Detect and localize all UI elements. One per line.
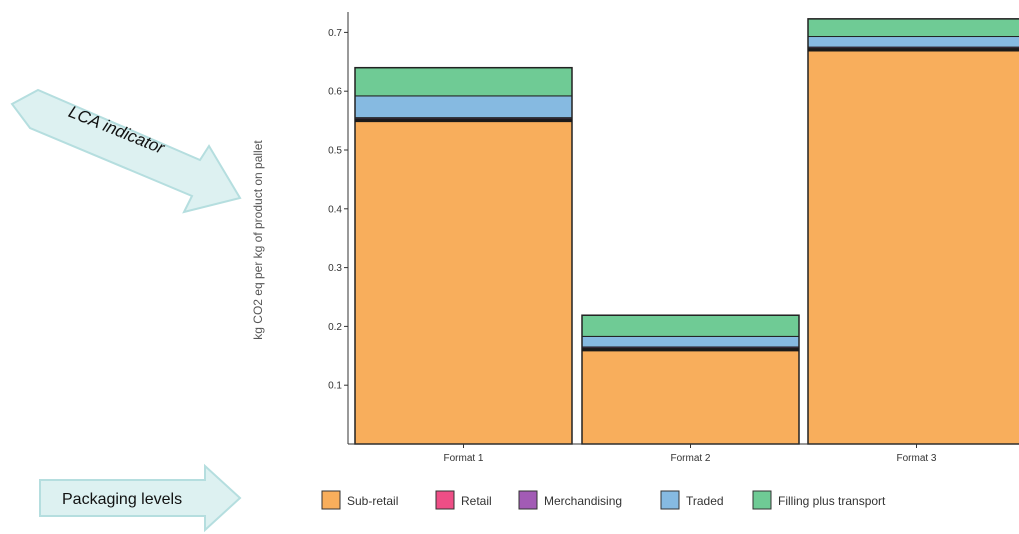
legend-label-traded: Traded <box>686 494 724 508</box>
packaging-levels-label: Packaging levels <box>62 491 182 508</box>
bar-segment-sub-retail-3 <box>807 49 1019 445</box>
bar-segment-sub-retail-2 <box>581 349 800 445</box>
legend-label-retail: Retail <box>461 494 492 508</box>
arrow-shape-packaging <box>39 463 242 533</box>
legend-label-merchandising: Merchandising <box>544 494 622 508</box>
y-tick-label-3: 0.3 <box>328 263 342 274</box>
legend-label-filling-plus-transport: Filling plus transport <box>778 494 886 508</box>
y-tick-label-7: 0.7 <box>328 28 342 39</box>
x-tick-label-1: Format 1 <box>443 453 483 464</box>
y-tick-label-6: 0.6 <box>328 87 342 98</box>
bar-segment-traded-2 <box>581 335 800 348</box>
x-tick-label-3: Format 3 <box>896 453 936 464</box>
bar-segment-filling-plus-transport-3 <box>807 18 1019 38</box>
y-tick-label-5: 0.5 <box>328 146 342 157</box>
bar-segment-filling-plus-transport-2 <box>581 314 800 337</box>
y-tick-label-2: 0.2 <box>328 322 342 333</box>
bar-segment-traded-1 <box>354 95 573 119</box>
legend: Sub-retail Retail Merchandising Traded Filli… <box>321 490 886 510</box>
axes-layer: Format 1 Format 2 Format 3 0.1 0.2 0.3 0.4 0.5 0… <box>328 12 1019 464</box>
bar-segment-sub-retail-1 <box>354 120 573 445</box>
bar-segment-filling-plus-transport-1 <box>354 67 573 97</box>
legend-swatch-filling-plus-transport <box>752 490 772 510</box>
arrow-shape-lca <box>10 88 242 214</box>
packaging-levels-arrow: Packaging levels <box>39 463 242 533</box>
x-tick-label-2: Format 2 <box>670 453 710 464</box>
bars-layer <box>354 18 1019 445</box>
legend-swatch-retail <box>435 490 455 510</box>
legend-swatch-merchandising <box>518 490 538 510</box>
legend-label-sub-retail: Sub-retail <box>347 494 398 508</box>
legend-swatch-traded <box>660 490 680 510</box>
bar-segment-traded-3 <box>807 36 1019 48</box>
y-tick-label-1: 0.1 <box>328 381 342 392</box>
y-tick-label-4: 0.4 <box>328 204 342 215</box>
y-axis-title: kg CO2 eq per kg of product on pallet <box>251 140 265 340</box>
legend-swatch-sub-retail <box>321 490 341 510</box>
lca-indicator-arrow: LCA indicator <box>10 88 242 214</box>
